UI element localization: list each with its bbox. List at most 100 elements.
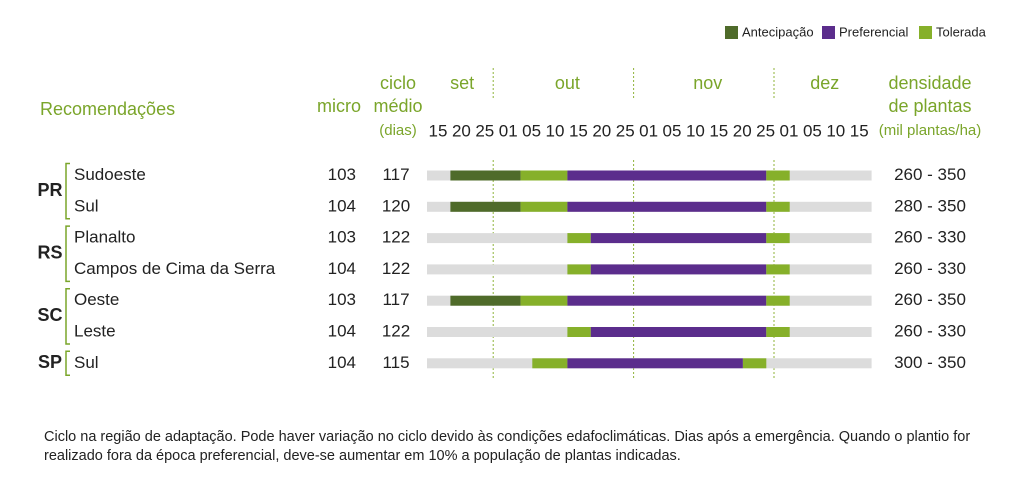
tick-label: 20 — [452, 121, 471, 140]
bar-segment-tolerada — [567, 327, 591, 337]
bar-segment-tolerada — [742, 358, 767, 369]
chart-row: Sul 104 115 300 - 350 — [74, 353, 966, 372]
tick-label: 25 — [616, 121, 635, 140]
micro-value: 104 — [328, 353, 356, 372]
state-bracket — [65, 350, 70, 377]
bar-segment-tolerada — [766, 233, 790, 244]
chart-row: Campos de Cima da Serra 104 122 260 - 330 — [74, 259, 966, 278]
header-ciclo-line1: ciclo — [380, 73, 416, 93]
bar-segment-antecipacao — [450, 201, 521, 212]
bar-segment-tolerada — [766, 327, 790, 337]
micro-value: 104 — [328, 196, 356, 215]
chart-row: Planalto 103 122 260 - 330 — [74, 228, 966, 247]
micro-value: 103 — [328, 165, 356, 184]
bar-segment-preferencial — [567, 170, 767, 181]
bar-segment-antecipacao — [450, 170, 521, 181]
chart-row: Sudoeste 103 117 260 - 350 — [74, 165, 966, 184]
tick-label: 25 — [475, 121, 494, 140]
region-label: Oeste — [74, 290, 119, 309]
tick-label: 15 — [569, 121, 588, 140]
month-label-nov: nov — [693, 73, 722, 93]
tick-label: 05 — [522, 121, 541, 140]
tick-label: 20 — [733, 121, 752, 140]
bar-segment-preferencial — [590, 327, 767, 337]
micro-value: 103 — [328, 228, 356, 247]
ciclo-value: 117 — [382, 290, 409, 309]
bar-segment-tolerada — [766, 264, 790, 275]
tick-label: 01 — [780, 121, 799, 140]
ciclo-value: 122 — [382, 259, 410, 278]
region-label: Sudoeste — [74, 165, 146, 184]
header-densidade-line1: densidade — [888, 73, 971, 93]
state-bracket — [65, 162, 70, 220]
bar-segment-preferencial — [567, 201, 767, 212]
chart-row: Oeste 103 117 260 - 350 — [74, 290, 966, 309]
header-ciclo-line3: (dias) — [379, 122, 417, 139]
micro-value: 104 — [328, 259, 356, 278]
header-micro: micro — [317, 96, 361, 116]
state-label: SC — [37, 305, 62, 325]
state-group-RS: RS — [37, 225, 70, 283]
state-bracket — [65, 287, 70, 345]
chart-row: Leste 104 122 260 - 330 — [74, 321, 966, 340]
month-label-set: set — [450, 73, 474, 93]
chart-rows: Sudoeste 103 117 260 - 350 Sul 104 120 280 - 35… — [74, 165, 966, 372]
ciclo-value: 117 — [382, 165, 409, 184]
bar-segment-antecipacao — [450, 295, 521, 306]
ciclo-value: 122 — [382, 321, 410, 340]
column-headers: Recomendações micro ciclo médio (dias) densid… — [40, 73, 981, 139]
tick-label: 05 — [663, 121, 682, 140]
densidade-value: 260 - 330 — [894, 259, 966, 278]
bar-segment-tolerada — [532, 358, 568, 369]
region-label: Campos de Cima da Serra — [74, 259, 276, 278]
tick-label: 20 — [592, 121, 611, 140]
state-label: RS — [37, 243, 62, 263]
legend-swatch-tolerada — [919, 26, 932, 39]
month-label-dez: dez — [810, 73, 839, 93]
bar-segment-preferencial — [590, 233, 767, 244]
densidade-value: 300 - 350 — [894, 353, 966, 372]
bar-segment-preferencial — [567, 295, 767, 306]
bar-segment-tolerada — [520, 295, 568, 306]
header-ciclo-line2: médio — [373, 96, 422, 116]
bar-segment-tolerada — [766, 295, 790, 306]
state-label: SP — [38, 352, 62, 372]
bar-segment-preferencial — [590, 264, 767, 275]
bar-segment-tolerada — [766, 170, 790, 181]
densidade-value: 260 - 350 — [894, 290, 966, 309]
tick-label: 10 — [546, 121, 565, 140]
legend-swatch-preferencial — [822, 26, 835, 39]
state-groups: PR RS SC SP — [37, 162, 70, 377]
ciclo-value: 115 — [382, 353, 409, 372]
region-label: Planalto — [74, 228, 135, 247]
sowing-calendar-chart: Antecipação Preferencial Tolerada Recomend… — [37, 24, 987, 378]
ciclo-value: 122 — [382, 228, 410, 247]
state-label: PR — [37, 180, 62, 200]
bar-segment-tolerada — [567, 233, 591, 244]
legend: Antecipação Preferencial Tolerada — [725, 24, 987, 39]
bar-segment-tolerada — [567, 264, 591, 275]
tick-label: 15 — [429, 121, 448, 140]
region-label: Leste — [74, 321, 116, 340]
tick-label: 10 — [826, 121, 845, 140]
micro-value: 103 — [328, 290, 356, 309]
region-label: Sul — [74, 353, 99, 372]
region-label: Sul — [74, 196, 99, 215]
tick-label: 01 — [639, 121, 658, 140]
legend-label-tolerada: Tolerada — [936, 24, 987, 39]
densidade-value: 280 - 350 — [894, 196, 966, 215]
densidade-value: 260 - 330 — [894, 228, 966, 247]
header-densidade-line2: de plantas — [888, 96, 971, 116]
bar-segment-tolerada — [766, 201, 790, 212]
state-group-SP: SP — [38, 350, 70, 377]
bar-segment-preferencial — [567, 358, 743, 369]
footnote: Ciclo na região de adaptação. Pode haver… — [44, 429, 971, 464]
month-label-out: out — [555, 73, 580, 93]
densidade-value: 260 - 350 — [894, 165, 966, 184]
densidade-value: 260 - 330 — [894, 321, 966, 340]
ciclo-value: 120 — [382, 196, 410, 215]
state-group-SC: SC — [37, 287, 70, 345]
state-group-PR: PR — [37, 162, 70, 220]
bar-segment-tolerada — [520, 170, 568, 181]
day-ticks: 15 20 25 01 05 10 15 20 25 01 05 10 15 20 25 01 05 10 15 — [429, 121, 869, 140]
